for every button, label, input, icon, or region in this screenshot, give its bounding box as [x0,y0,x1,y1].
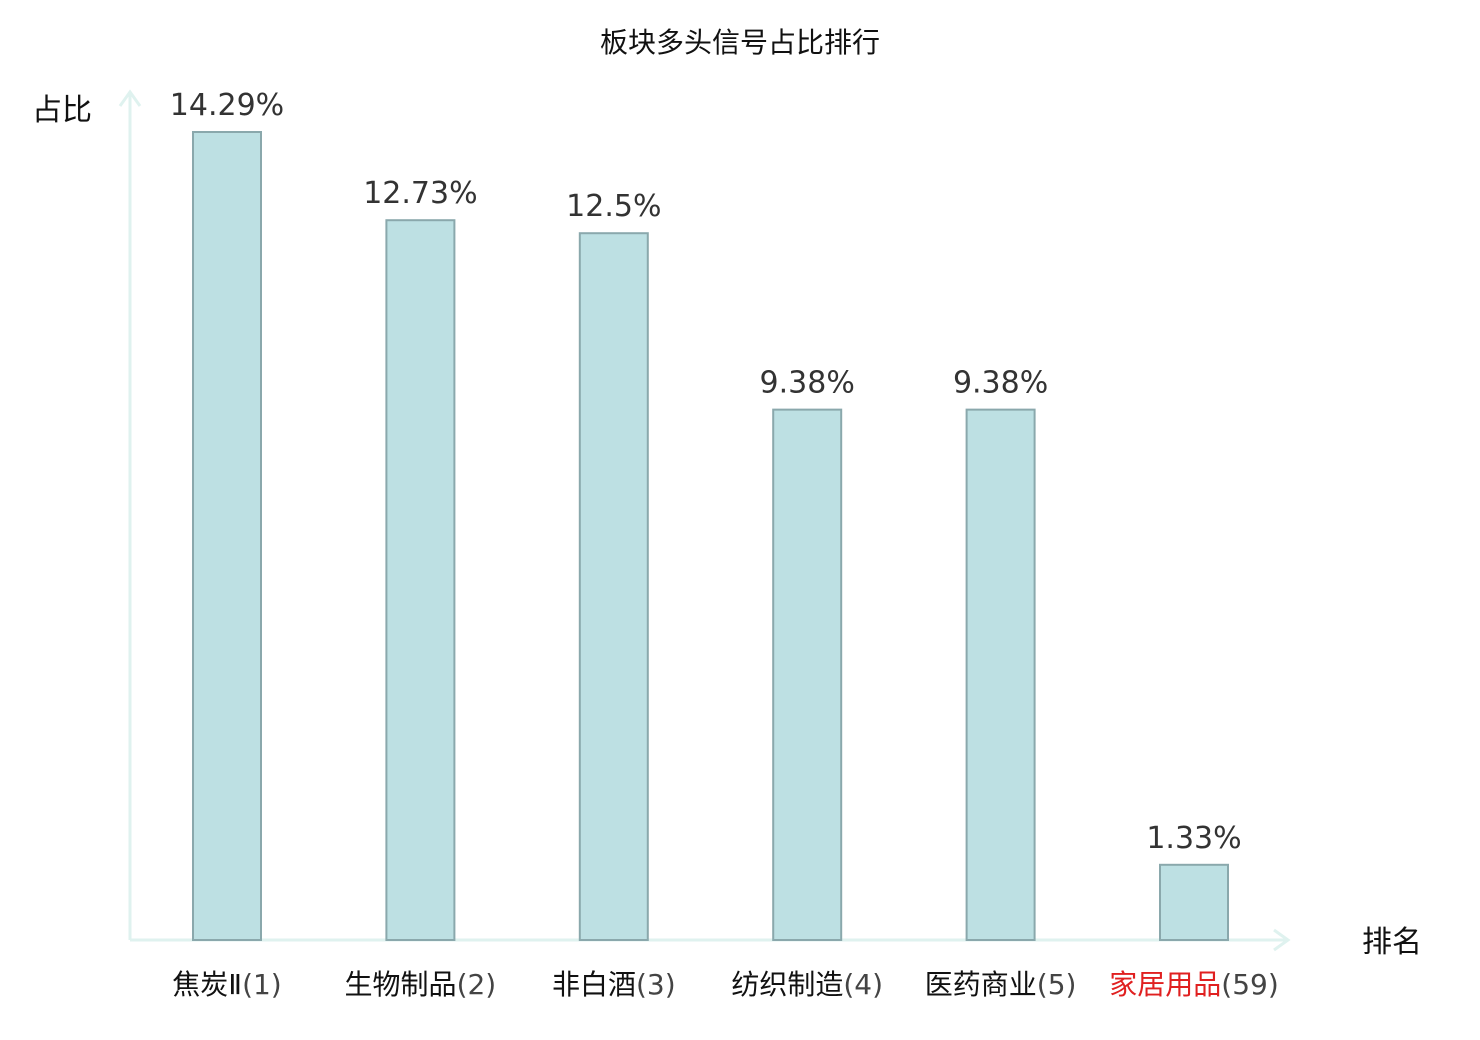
category-label-3: 非白酒(3) [552,968,676,1001]
bar-1 [192,131,262,941]
bar-5 [965,408,1036,942]
bar-4 [772,408,843,942]
value-label-4: 9.38% [760,366,855,401]
y-axis-arrow [118,89,142,107]
category-label-6: 家居用品(59) [1109,968,1279,1001]
value-label-6: 1.33% [1146,821,1241,856]
y-axis-label: 占比 [32,93,92,128]
value-label-2: 12.73% [363,176,477,211]
category-label-2: 生物制品(2) [345,968,497,1001]
category-label-5: 医药商业(5) [925,968,1077,1001]
category-label-4: 纺织制造(4) [731,968,883,1001]
value-label-3: 12.5% [566,189,661,224]
category-labels-group: 焦炭Ⅱ(1) 生物制品(2) 非白酒(3) 纺织制造(4) 医药商业(5) 家居用品(59… [172,968,1278,1001]
category-label-1: 焦炭Ⅱ(1) [172,968,281,1001]
x-axis-arrow [1273,928,1291,952]
x-axis-label: 排名 [1362,925,1422,960]
bar-3 [578,232,649,941]
chart-title: 板块多头信号占比排行 [600,26,880,59]
bars-group [192,131,1229,942]
bar-6 [1159,863,1229,942]
bar-2 [385,219,456,941]
value-label-1: 14.29% [170,88,284,123]
value-label-5: 9.38% [953,366,1048,401]
value-labels-group: 14.29% 12.73% 12.5% 9.38% 9.38% 1.33% [170,88,1242,856]
